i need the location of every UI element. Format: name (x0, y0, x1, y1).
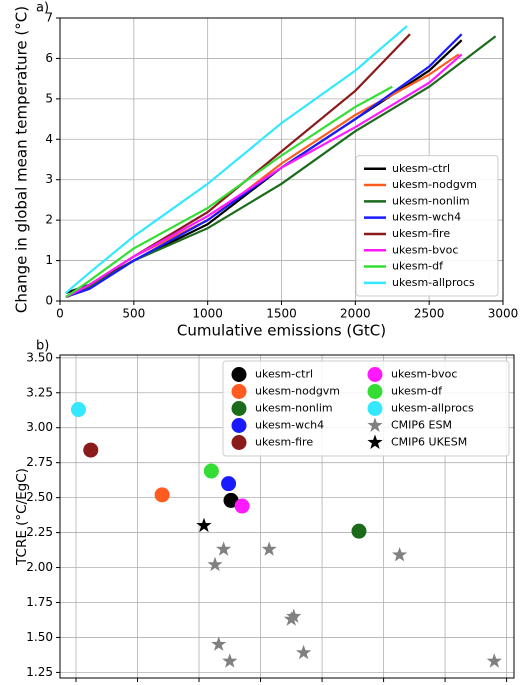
legend-label: ukesm-nonlim (255, 402, 333, 415)
panel: a) 0 500 1000 1500 2000 2500 3000 0 1 2 3 4 5 6 7 Cumula… (13, 1, 519, 340)
legend-label: ukesm-allprocs (391, 402, 474, 415)
point (154, 487, 170, 503)
x-tick-label: 1150 (307, 684, 338, 685)
y-tick-label: 3.50 (26, 350, 53, 364)
legend-label: ukesm-allprocs (392, 276, 475, 289)
legend-swatch (367, 367, 383, 382)
y-axis-label: TCRE (°C/EgC) (14, 468, 30, 566)
star-point (296, 644, 312, 660)
x-tick-label: 2000 (340, 307, 371, 321)
star-point (486, 653, 502, 668)
y-tick-label: 2.50 (26, 490, 53, 504)
legend-label: CMIP6 ESM (391, 419, 452, 432)
legend-label: ukesm-nodgvm (255, 385, 340, 398)
y-tick-label: 1.50 (26, 630, 53, 644)
point (221, 476, 237, 492)
point (83, 442, 99, 458)
legend-label: ukesm-wch4 (255, 419, 324, 432)
y-tick-label: 0 (45, 294, 53, 308)
legend-label: ukesm-nonlim (392, 194, 470, 207)
y-tick-label: 2.25 (26, 525, 53, 539)
x-tick-label: 3000 (488, 307, 519, 321)
legend-swatch (231, 367, 247, 382)
y-tick-label: 3 (45, 172, 53, 186)
legend-label: ukesm-nodgvm (392, 178, 477, 191)
y-tick-label: 3.25 (26, 385, 53, 399)
x-tick-label: 1000 (122, 684, 153, 685)
legend-label: ukesm-bvoc (392, 243, 458, 256)
x-tick-label: 0 (56, 307, 64, 321)
line (65, 25, 408, 294)
x-tick-label: 1100 (245, 684, 276, 685)
point (70, 402, 86, 418)
y-axis-label: Change in global mean temperature (°C) (13, 6, 31, 313)
y-tick-label: 5 (45, 91, 53, 105)
panel-label: b) (36, 339, 49, 354)
legend-box (355, 155, 499, 297)
axes-frame (59, 17, 504, 302)
point (223, 492, 239, 508)
x-tick-label: 1300 (491, 684, 520, 685)
line (65, 85, 393, 298)
x-tick-label: 1050 (184, 684, 215, 685)
y-tick-label: 4 (45, 132, 53, 146)
line (65, 33, 463, 299)
point (203, 463, 219, 479)
x-tick-label: 500 (122, 307, 145, 321)
star-point (216, 541, 232, 556)
legend-label: ukesm-df (391, 385, 443, 398)
y-tick-label: 3.00 (26, 420, 53, 434)
legend-label: ukesm-df (392, 260, 444, 273)
y-tick-label: 1.75 (26, 595, 53, 609)
panel: b) 950 1000 1050 1100 1150 1200 1250 1300 1.25 1.5… (14, 339, 520, 685)
legend-label: ukesm-bvoc (391, 368, 457, 381)
y-tick-label: 2.00 (26, 560, 53, 574)
y-tick-label: 2.75 (26, 455, 53, 469)
legend-swatch (367, 434, 383, 449)
line (65, 53, 463, 298)
y-tick-label: 1 (45, 253, 53, 267)
x-tick-label: 2500 (414, 307, 445, 321)
point (234, 498, 250, 514)
legend-swatch (231, 384, 247, 399)
axes-frame (59, 354, 515, 679)
panel-label: a) (36, 1, 49, 16)
legend-label: CMIP6 UKESM (391, 436, 467, 449)
y-tick-label: 2 (45, 213, 53, 227)
legend-swatch (231, 418, 247, 433)
star-point (261, 541, 277, 556)
star-point (286, 608, 302, 623)
legend-swatch (231, 435, 247, 450)
x-tick-label: 1000 (192, 307, 223, 321)
legend-swatch (367, 384, 383, 399)
x-axis-label: Cumulative emissions (GtC) (177, 322, 386, 340)
star-point (207, 556, 223, 572)
y-tick-label: 7 (45, 11, 53, 25)
legend-swatch (367, 417, 383, 432)
legend-label: ukesm-fire (255, 436, 313, 449)
legend-label: ukesm-ctrl (392, 162, 450, 175)
star-point (392, 547, 408, 562)
legend-label: ukesm-ctrl (255, 368, 313, 381)
y-tick-label: 1.25 (26, 665, 53, 679)
point (351, 523, 367, 539)
star-point (222, 653, 238, 668)
x-tick-label: 1250 (430, 684, 461, 685)
x-tick-label: 950 (65, 684, 88, 685)
x-tick-label: 1500 (266, 307, 297, 321)
line (65, 35, 497, 299)
legend-box (222, 360, 510, 457)
legend-swatch (231, 401, 247, 416)
y-tick-label: 6 (45, 51, 53, 65)
x-tick-label: 1200 (368, 684, 399, 685)
legend-label: ukesm-wch4 (392, 211, 461, 224)
star-point (211, 636, 227, 651)
star-point (196, 517, 212, 533)
legend-swatch (367, 401, 383, 416)
legend-label: ukesm-fire (392, 227, 450, 240)
